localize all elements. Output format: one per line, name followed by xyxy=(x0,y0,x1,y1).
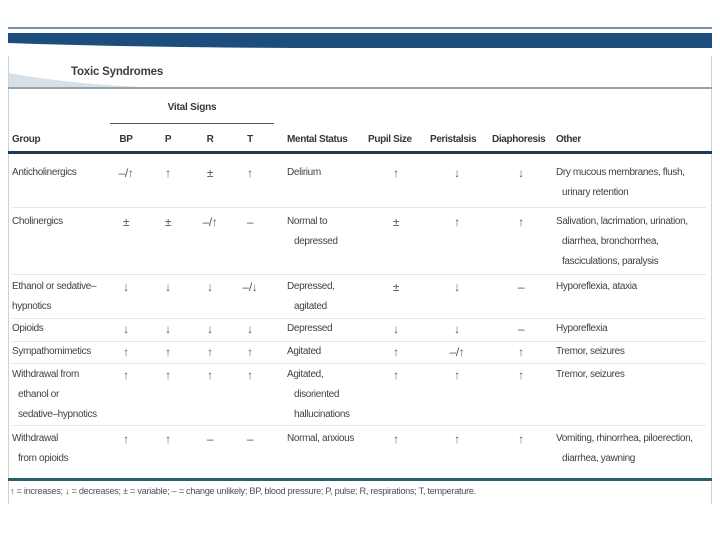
cell-pupil-size: ± xyxy=(392,215,400,229)
cell-pupil-size: ↑ xyxy=(393,166,399,180)
table-header-row: Group BP P R T Mental Status Pupil Size … xyxy=(12,133,706,147)
cell-other: Salivation, lacrimation, urination, diar… xyxy=(556,216,688,267)
cell-bp: –/↑ xyxy=(118,166,134,180)
cell-p: ↑ xyxy=(165,432,171,446)
banner-swoosh xyxy=(8,33,712,88)
col-header-t: T xyxy=(247,134,253,145)
cell-diaphoresis: ↑ xyxy=(518,368,524,382)
cell-p: ± xyxy=(164,215,172,229)
cell-p: ↑ xyxy=(165,368,171,382)
table-frame xyxy=(8,56,712,504)
col-header-diaphoresis: Diaphoresis xyxy=(492,134,546,145)
cell-p: ↑ xyxy=(165,166,171,180)
table-top-rule xyxy=(8,87,712,89)
table-body: Anticholinergics –/↑ ↑ ± ↑ Delirium ↑ ↓ … xyxy=(12,154,706,475)
cell-mental-status: Depressed xyxy=(287,323,333,334)
col-header-other: Other xyxy=(556,134,581,145)
cell-mental-status: Depressed, agitated xyxy=(287,281,335,312)
table-row: Anticholinergics –/↑ ↑ ± ↑ Delirium ↑ ↓ … xyxy=(12,154,706,208)
col-header-r: R xyxy=(206,134,214,145)
table-row: Ethanol or sedative– hypnotics ↓ ↓ ↓ –/↓… xyxy=(12,275,706,319)
cell-group: Cholinergics xyxy=(12,216,63,227)
table-row: Withdrawal from ethanol or sedative–hypn… xyxy=(12,364,706,426)
table-row: Sympathomimetics ↑ ↑ ↑ ↑ Agitated ↑ –/↑ … xyxy=(12,342,706,364)
header-rule xyxy=(8,151,712,154)
cell-diaphoresis: ↑ xyxy=(518,215,524,229)
cell-bp: ↑ xyxy=(123,368,129,382)
cell-r: ± xyxy=(206,166,214,180)
cell-peristalsis: ↑ xyxy=(454,215,460,229)
cell-t: ↑ xyxy=(247,345,253,359)
cell-other: Hyporeflexia xyxy=(556,323,608,334)
cell-diaphoresis: ↑ xyxy=(518,432,524,446)
cell-r: ↓ xyxy=(207,322,213,336)
cell-p: ↓ xyxy=(165,322,171,336)
cell-bp: ↓ xyxy=(123,322,129,336)
col-header-peristalsis: Peristalsis xyxy=(430,134,477,145)
col-header-pupil-size: Pupil Size xyxy=(368,134,412,145)
cell-other: Dry mucous membranes, flush, urinary ret… xyxy=(556,167,685,198)
cell-bp: ± xyxy=(122,215,130,229)
cell-diaphoresis: ↓ xyxy=(518,166,524,180)
slide-title: Toxic Syndromes xyxy=(71,66,164,78)
cell-mental-status: Agitated xyxy=(287,346,321,357)
cell-peristalsis: ↑ xyxy=(454,432,460,446)
cell-bp: ↓ xyxy=(123,280,129,294)
cell-bp: ↑ xyxy=(123,345,129,359)
cell-group: Ethanol or sedative– hypnotics xyxy=(12,281,97,312)
cell-diaphoresis: ↑ xyxy=(518,345,524,359)
table-row: Cholinergics ± ± –/↑ – Normal to depress… xyxy=(12,208,706,275)
cell-t: ↑ xyxy=(247,368,253,382)
cell-group: Opioids xyxy=(12,323,44,334)
cell-diaphoresis: – xyxy=(517,280,525,294)
cell-peristalsis: ↑ xyxy=(454,368,460,382)
cell-mental-status: Normal to depressed xyxy=(287,216,338,247)
cell-p: ↓ xyxy=(165,280,171,294)
cell-other: Tremor, seizures xyxy=(556,346,625,357)
cell-pupil-size: ± xyxy=(392,280,400,294)
cell-pupil-size: ↑ xyxy=(393,345,399,359)
footnote: ↑ = increases; ↓ = decreases; ± = variab… xyxy=(10,486,476,496)
cell-t: ↓ xyxy=(247,322,253,336)
cell-peristalsis: ↓ xyxy=(454,280,460,294)
cell-r: ↑ xyxy=(207,368,213,382)
cell-group: Withdrawal from opioids xyxy=(12,433,69,464)
cell-mental-status: Agitated, disoriented hallucinations xyxy=(287,369,350,420)
cell-mental-status: Normal, anxious xyxy=(287,433,355,444)
col-header-group: Group xyxy=(12,134,41,145)
cell-mental-status: Delirium xyxy=(287,167,321,178)
table-row: Withdrawal from opioids ↑ ↑ – – Normal, … xyxy=(12,426,706,475)
cell-group: Anticholinergics xyxy=(12,167,77,178)
cell-pupil-size: ↑ xyxy=(393,432,399,446)
cell-r: ↓ xyxy=(207,280,213,294)
cell-t: –/↓ xyxy=(242,280,258,294)
cell-group: Sympathomimetics xyxy=(12,346,91,357)
cell-t: ↑ xyxy=(247,166,253,180)
cell-other: Hyporeflexia, ataxia xyxy=(556,281,637,292)
col-header-p: P xyxy=(164,134,172,145)
cell-pupil-size: ↓ xyxy=(393,322,399,336)
accent-line xyxy=(8,27,712,29)
cell-other: Vomiting, rhinorrhea, piloerection, diar… xyxy=(556,433,693,464)
cell-peristalsis: ↓ xyxy=(454,166,460,180)
cell-peristalsis: ↓ xyxy=(454,322,460,336)
cell-pupil-size: ↑ xyxy=(393,368,399,382)
table-row: Opioids ↓ ↓ ↓ ↓ Depressed ↓ ↓ – Hyporefl… xyxy=(12,319,706,342)
cell-t: – xyxy=(246,432,254,446)
cell-group: Withdrawal from ethanol or sedative–hypn… xyxy=(12,369,97,420)
cell-r: – xyxy=(206,432,214,446)
cell-diaphoresis: – xyxy=(517,322,525,336)
table-bottom-rule xyxy=(8,478,712,481)
cell-r: –/↑ xyxy=(202,215,218,229)
cell-p: ↑ xyxy=(165,345,171,359)
cell-r: ↑ xyxy=(207,345,213,359)
col-header-mental-status: Mental Status xyxy=(287,134,348,145)
cell-bp: ↑ xyxy=(123,432,129,446)
cell-t: – xyxy=(246,215,254,229)
cell-other: Tremor, seizures xyxy=(556,369,625,380)
vital-signs-label: Vital Signs xyxy=(110,98,274,124)
cell-peristalsis: –/↑ xyxy=(449,345,465,359)
col-header-bp: BP xyxy=(119,134,133,145)
